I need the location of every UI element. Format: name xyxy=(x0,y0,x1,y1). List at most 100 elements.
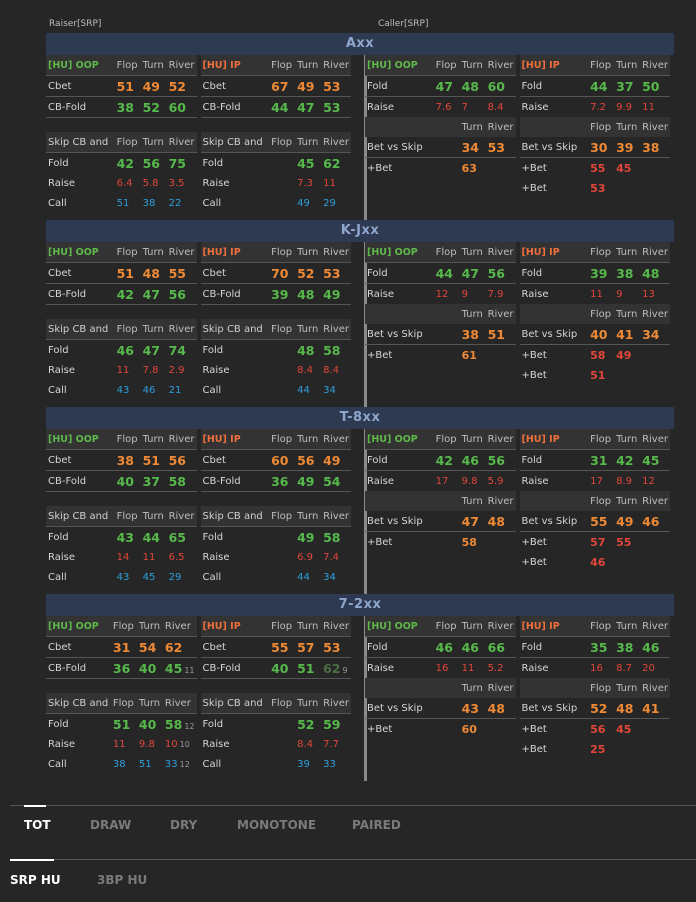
col-river: River xyxy=(640,117,670,137)
tab-paired[interactable]: PAIRED xyxy=(352,818,401,832)
stat-value: 37 xyxy=(616,78,634,94)
stat-value: 12 xyxy=(435,288,449,300)
stat-value: 49 xyxy=(142,78,160,94)
raiser-r_ip-skip-table: Skip CB and Flop Turn River Fold 48 58 Raise… xyxy=(200,319,351,400)
tab-dry[interactable]: DRY xyxy=(170,818,198,832)
table-label: Skip CB and xyxy=(200,693,270,714)
stat-value: 6.5 xyxy=(168,551,185,563)
col-river: River xyxy=(640,242,670,263)
stat-value: 33 xyxy=(164,758,178,770)
active-tab-indicator xyxy=(24,805,46,807)
row-label: Bet vs Skip xyxy=(365,698,434,719)
stat-value: 43 xyxy=(461,700,479,716)
table-label: [HU] IP xyxy=(200,429,270,450)
caller-oop-table: [HU] OOP Flop Turn River Fold 46 46 66 Raise 1… xyxy=(365,616,516,739)
row-label: Raise xyxy=(367,475,394,487)
caller-oop-table: [HU] OOP Flop Turn River Fold 42 46 56 Raise 1… xyxy=(365,429,516,552)
row-label: Raise xyxy=(367,288,394,300)
stat-value: 63 xyxy=(461,161,477,175)
stat-value: 60 xyxy=(461,722,477,736)
stat-value: 51 xyxy=(116,78,134,94)
stat-value: 38 xyxy=(461,326,479,342)
stats-grid: Axx [HU] OOP Flop Turn River Cbet 51 49 52 CB… xyxy=(46,33,674,781)
stat-value: 7.9 xyxy=(487,288,504,300)
col-turn: Turn xyxy=(459,616,486,637)
row-label: Raise xyxy=(48,551,75,563)
stat-value: 49 xyxy=(616,513,634,529)
stat-value: 47 xyxy=(142,342,160,358)
stat-value: 53 xyxy=(323,639,341,655)
col-river: River xyxy=(321,616,351,637)
col-river: River xyxy=(640,55,670,76)
row-label: Call xyxy=(48,384,67,396)
stat-value: 53 xyxy=(323,265,341,281)
stat-value: 58 xyxy=(168,473,186,489)
col-river: River xyxy=(485,117,516,137)
stat-value: 2.9 xyxy=(168,364,185,376)
col-flop: Flop xyxy=(114,319,141,340)
raiser-r_ip-skip-table: Skip CB and Flop Turn River Fold 52 59 Raise… xyxy=(200,693,351,774)
stat-value: 16 xyxy=(435,662,449,674)
stat-value: 49 xyxy=(616,348,632,362)
stat-value: 62 xyxy=(164,639,183,655)
col-flop: Flop xyxy=(114,429,141,450)
col-flop: Flop xyxy=(110,616,137,637)
col-river: River xyxy=(321,693,351,714)
col-turn: Turn xyxy=(614,491,641,511)
stat-value: 57 xyxy=(297,639,315,655)
col-turn: Turn xyxy=(459,678,486,698)
col-river: River xyxy=(321,319,351,340)
board-section: Axx [HU] OOP Flop Turn River Cbet 51 49 52 CB… xyxy=(46,33,674,220)
stat-value: 62 xyxy=(323,155,341,171)
raiser-r_oop-skip-table: Skip CB and Flop Turn River Fold 51 40 58 12 R… xyxy=(46,693,197,774)
raiser-r_ip-table: [HU] IP Flop Turn River Cbet 60 56 49 CB-Fold… xyxy=(200,429,351,492)
stat-value: 60 xyxy=(487,78,505,94)
stat-value: 40 xyxy=(116,473,134,489)
stat-value: 44 xyxy=(297,571,310,583)
raiser-caption: Raiser[SRP] xyxy=(49,19,102,29)
stat-value: 11 xyxy=(142,551,156,563)
stat-value: 70 xyxy=(271,265,289,281)
col-river: River xyxy=(166,506,197,527)
raiser-r_oop-table: [HU] OOP Flop Turn River Cbet 31 54 62 CB-Fol… xyxy=(46,616,197,679)
stat-value: 47 xyxy=(435,78,453,94)
table-label: [HU] IP xyxy=(200,616,270,637)
stat-value: 34 xyxy=(323,571,336,583)
tab-draw[interactable]: DRAW xyxy=(90,818,132,832)
stat-value: 56 xyxy=(297,452,315,468)
row-label: Fold xyxy=(202,157,224,169)
stat-value: 46 xyxy=(116,342,134,358)
col-flop: Flop xyxy=(588,616,615,637)
col-flop: Flop xyxy=(114,242,141,263)
table-label: Skip CB and xyxy=(46,319,115,340)
stat-value: 9 xyxy=(461,288,468,300)
col-river: River xyxy=(321,506,351,527)
tab-tot[interactable]: TOT xyxy=(24,818,51,832)
tab-monotone[interactable]: MONOTONE xyxy=(237,818,317,832)
tab-srp-hu[interactable]: SRP HU xyxy=(10,873,61,887)
stat-value: 7.6 xyxy=(435,101,452,113)
col-river: River xyxy=(485,678,516,698)
col-river: River xyxy=(321,55,351,76)
stat-value: 56 xyxy=(487,452,505,468)
table-label: [HU] OOP xyxy=(365,55,434,76)
col-river: River xyxy=(166,132,197,153)
table-label: Skip CB and xyxy=(200,506,270,527)
col-river: River xyxy=(485,55,516,76)
col-flop: Flop xyxy=(433,242,460,263)
stat-value: 49 xyxy=(297,197,310,209)
col-turn: Turn xyxy=(614,678,641,698)
stat-value: 56 xyxy=(590,722,606,736)
stat-value: 44 xyxy=(590,78,608,94)
row-label: Raise xyxy=(48,177,75,189)
row-label: Raise xyxy=(202,551,230,563)
raiser-r_oop-table: [HU] OOP Flop Turn River Cbet 51 49 52 CB-Fol… xyxy=(46,55,197,118)
tab-3bp-hu[interactable]: 3BP HU xyxy=(97,873,148,887)
stat-value: 36 xyxy=(271,473,289,489)
col-flop: Flop xyxy=(269,429,296,450)
row-label: Raise xyxy=(521,288,549,300)
stat-value: 31 xyxy=(112,639,131,655)
col-flop: Flop xyxy=(269,693,296,714)
row-label: Bet vs Skip xyxy=(519,511,589,532)
col-turn: Turn xyxy=(614,429,641,450)
